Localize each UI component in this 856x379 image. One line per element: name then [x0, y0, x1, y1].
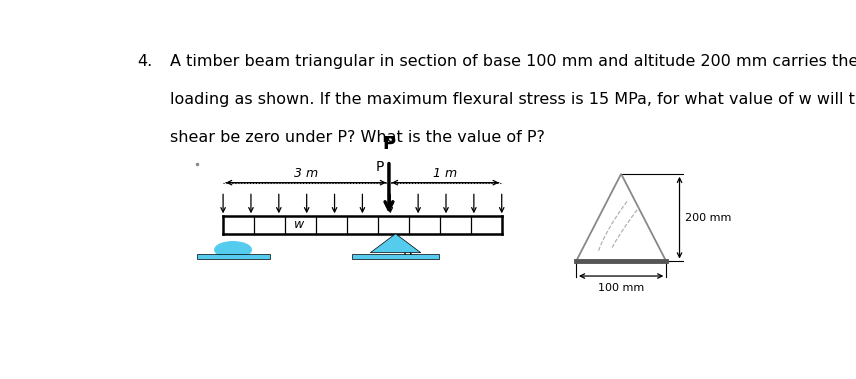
Text: 200 mm: 200 mm [685, 213, 731, 222]
Text: w: w [294, 218, 305, 232]
Text: P: P [383, 135, 395, 153]
Text: 3 m: 3 m [294, 167, 318, 180]
Text: A timber beam triangular in section of base 100 mm and altitude 200 mm carries t: A timber beam triangular in section of b… [170, 54, 856, 69]
Text: shear be zero under P? What is the value of P?: shear be zero under P? What is the value… [170, 130, 545, 145]
Text: 4.: 4. [137, 54, 152, 69]
Text: B: B [402, 246, 412, 260]
Text: 100 mm: 100 mm [598, 283, 645, 293]
FancyBboxPatch shape [197, 254, 270, 258]
Ellipse shape [215, 242, 252, 258]
Polygon shape [371, 234, 421, 253]
Text: P: P [375, 160, 383, 174]
FancyBboxPatch shape [353, 254, 438, 258]
Text: 1 m: 1 m [433, 167, 457, 180]
Text: loading as shown. If the maximum flexural stress is 15 MPa, for what value of w : loading as shown. If the maximum flexura… [170, 92, 856, 107]
Polygon shape [576, 174, 666, 262]
